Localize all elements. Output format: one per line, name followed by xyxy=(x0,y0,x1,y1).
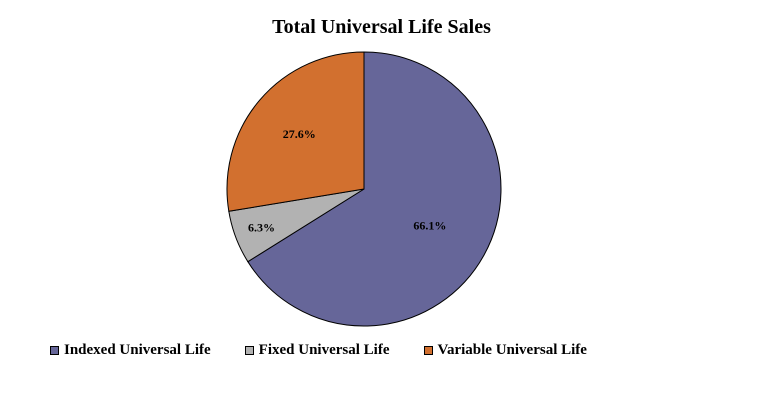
legend-label-fixed: Fixed Universal Life xyxy=(258,342,390,358)
pie-slices xyxy=(226,51,502,327)
legend-item-indexed: Indexed Universal Life xyxy=(50,342,211,359)
legend-item-fixed: Fixed Universal Life xyxy=(244,342,390,359)
pie-label-indexed: 66.1% xyxy=(413,219,446,233)
pie-slice-indexed xyxy=(247,51,502,327)
legend-swatch-fixed xyxy=(244,346,254,355)
legend-swatch-indexed xyxy=(50,346,59,355)
pie-label-variable: 27.6% xyxy=(283,127,316,141)
pie-labels: 66.1% 6.3% 27.6% xyxy=(248,127,446,235)
pie-label-fixed: 6.3% xyxy=(248,221,275,235)
chart-title: Total Universal Life Sales xyxy=(272,16,491,38)
legend-label-indexed: Indexed Universal Life xyxy=(64,342,211,358)
legend-item-variable: Variable Universal Life xyxy=(423,342,587,359)
legend: Indexed Universal Life Fixed Universal L… xyxy=(50,342,730,359)
legend-swatch-variable xyxy=(423,346,433,355)
legend-label-variable: Variable Universal Life xyxy=(437,342,587,358)
pie-slice-variable xyxy=(226,51,365,212)
